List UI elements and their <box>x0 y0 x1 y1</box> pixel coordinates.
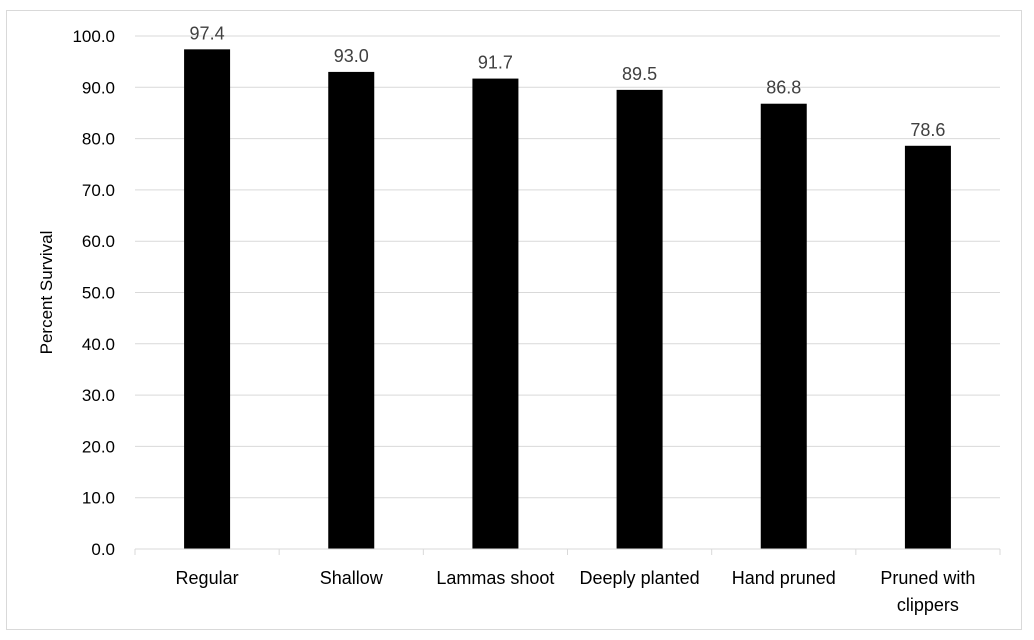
x-category-label: Shallow <box>320 568 384 588</box>
x-category-label: Pruned with <box>880 568 975 588</box>
bar-value-label: 93.0 <box>334 46 369 66</box>
y-tick-label: 60.0 <box>82 232 115 251</box>
y-tick-label: 80.0 <box>82 130 115 149</box>
bar-value-label: 86.8 <box>766 78 801 98</box>
y-tick-label: 0.0 <box>91 540 115 559</box>
bar-value-label: 97.4 <box>190 23 225 43</box>
bar <box>616 89 663 550</box>
y-tick-label: 90.0 <box>82 78 115 97</box>
bar <box>328 71 375 549</box>
y-axis-title: Percent Survival <box>37 231 56 355</box>
bar <box>472 78 519 549</box>
bar-value-label: 89.5 <box>622 64 657 84</box>
x-category-label: Deeply planted <box>580 568 700 588</box>
y-tick-label: 30.0 <box>82 386 115 405</box>
y-tick-label: 20.0 <box>82 437 115 456</box>
bar <box>184 49 231 549</box>
bars <box>184 49 951 550</box>
bar <box>760 103 807 549</box>
x-category-label: clippers <box>897 595 959 615</box>
y-tick-label: 50.0 <box>82 284 115 303</box>
gridlines <box>135 35 1000 499</box>
x-category-label: Lammas shoot <box>436 568 554 588</box>
y-tick-label: 10.0 <box>82 489 115 508</box>
x-axis-labels: Regular Shallow Lammas shoot Deeply planted… <box>134 549 1001 615</box>
y-tick-label: 40.0 <box>82 335 115 354</box>
y-axis-ticks: 0.0 10.0 20.0 30.0 40.0 50.0 60.0 70.0 80.0 90.0 1… <box>72 27 115 559</box>
bar <box>904 145 951 550</box>
x-category-label: Regular <box>176 568 239 588</box>
x-category-label: Hand pruned <box>732 568 836 588</box>
value-labels: 97.4 93.0 91.7 89.5 86.8 78.6 <box>190 23 946 139</box>
bar-value-label: 91.7 <box>478 53 513 73</box>
y-tick-label: 70.0 <box>82 181 115 200</box>
y-tick-label: 100.0 <box>72 27 115 46</box>
bar-value-label: 78.6 <box>910 120 945 140</box>
